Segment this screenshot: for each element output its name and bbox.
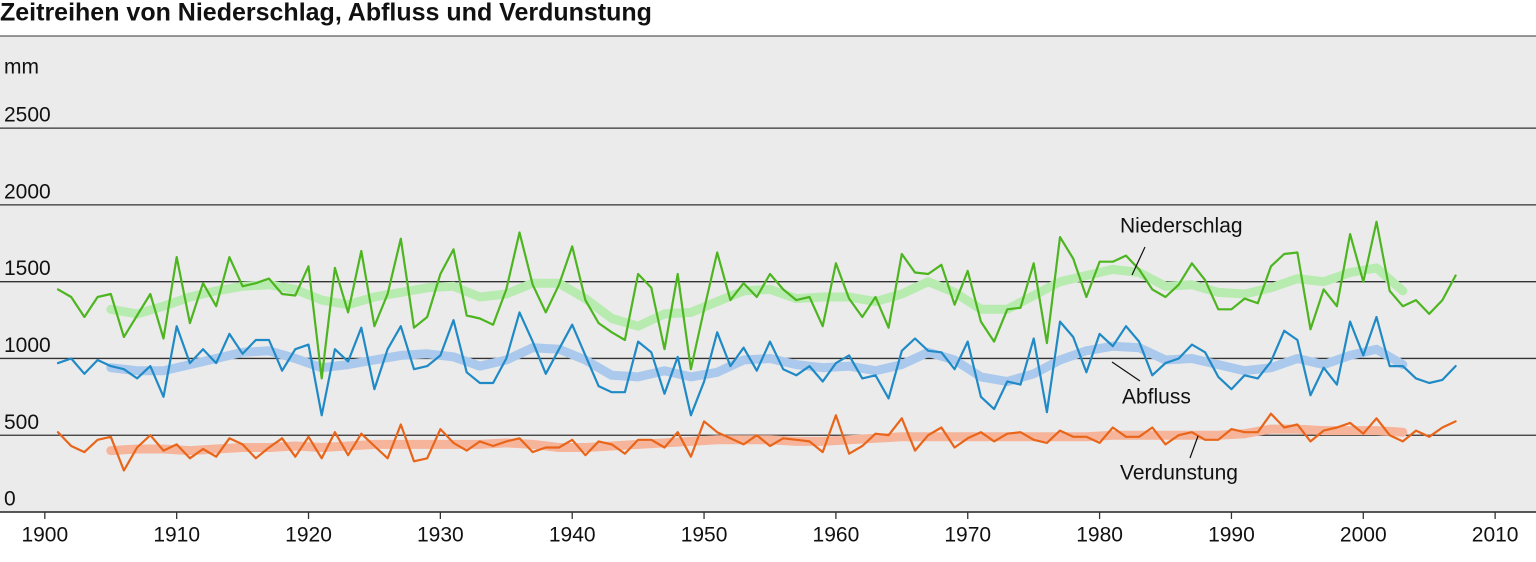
smoothed-line — [106, 263, 1408, 331]
series-label: Verdunstung — [1120, 462, 1238, 485]
y-tick-label: 1500 — [4, 257, 51, 280]
chart-title: Zeitreihen von Niederschlag, Abfluss und… — [0, 0, 652, 27]
y-tick-label: 2000 — [4, 180, 51, 203]
x-tick-label: 1980 — [1076, 524, 1123, 547]
x-tick-label: 1920 — [285, 524, 332, 547]
x-tick-label: 1940 — [549, 524, 596, 547]
label-leader — [1131, 246, 1146, 276]
x-tick-label: 1950 — [681, 524, 728, 547]
y-axis-unit: mm — [4, 56, 39, 79]
series-label: Niederschlag — [1120, 215, 1243, 238]
series-label: Abfluss — [1122, 386, 1191, 409]
y-tick-label: 500 — [4, 411, 39, 434]
x-tick-label: 2000 — [1340, 524, 1387, 547]
y-tick-label: 0 — [4, 488, 16, 511]
x-tick-label: 1970 — [944, 524, 991, 547]
smoothed-line — [106, 341, 1408, 386]
data-line — [56, 220, 1457, 380]
x-tick-label: 1990 — [1208, 524, 1255, 547]
x-tick-label: 1930 — [417, 524, 464, 547]
x-tick-label: 2010 — [1472, 524, 1519, 547]
label-leader — [1189, 435, 1199, 459]
data-line — [56, 412, 1457, 472]
label-leader — [1111, 361, 1141, 382]
y-tick-label: 1000 — [4, 334, 51, 357]
x-tick-label: 1910 — [153, 524, 200, 547]
data-line — [56, 311, 1457, 417]
x-tick-label: 1900 — [21, 524, 68, 547]
x-tick-label: 1960 — [813, 524, 860, 547]
y-tick-label: 2500 — [4, 104, 51, 127]
